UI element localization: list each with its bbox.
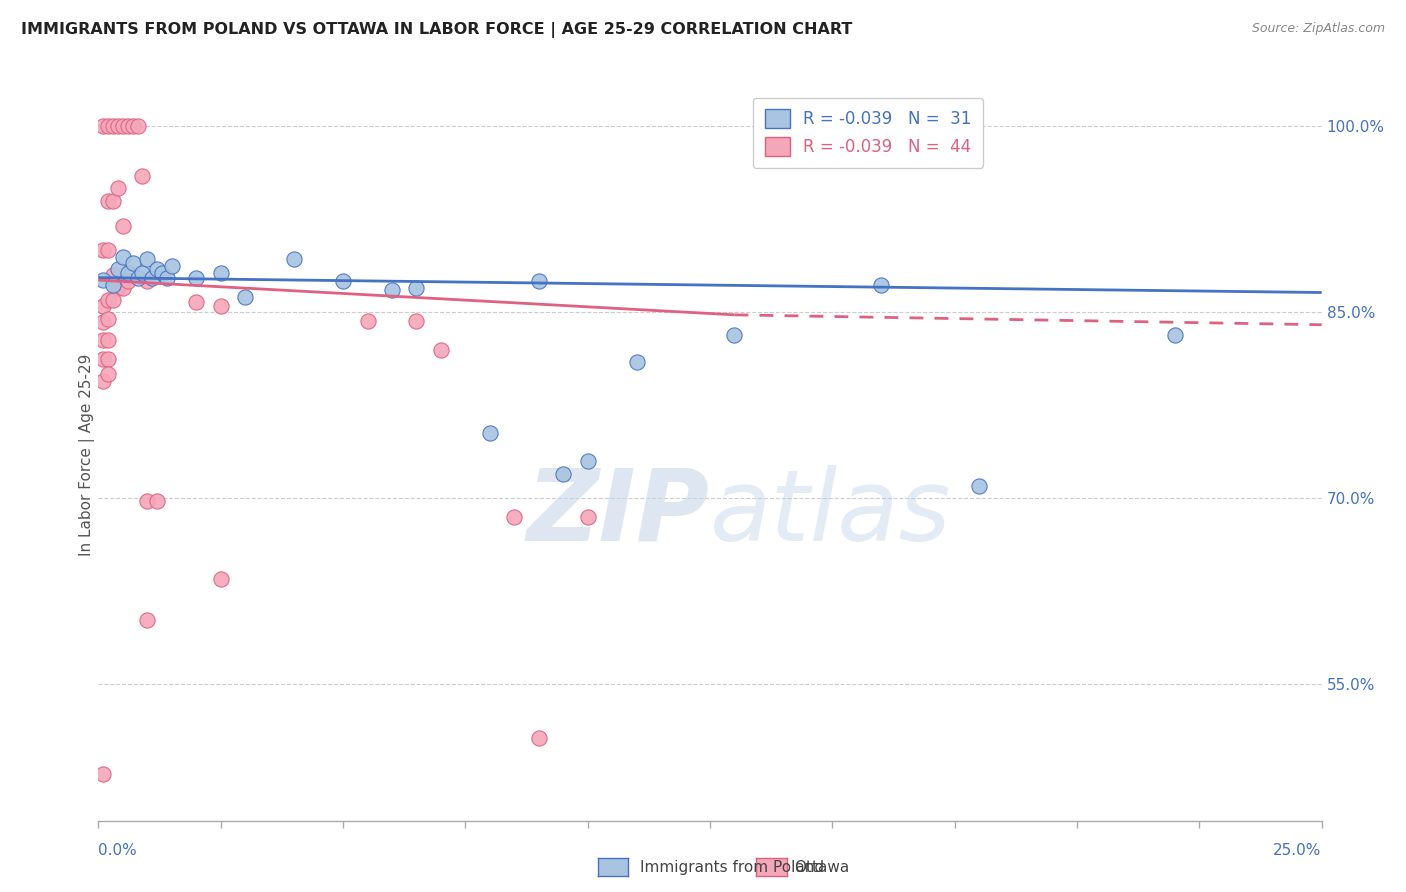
Point xyxy=(209,266,232,280)
Point xyxy=(503,509,526,524)
Point xyxy=(97,120,120,134)
Point xyxy=(553,467,575,481)
Point xyxy=(107,181,129,195)
Point xyxy=(101,293,124,307)
Point xyxy=(576,509,599,524)
Point xyxy=(97,333,120,347)
Point xyxy=(136,252,159,266)
Point xyxy=(332,274,354,288)
Point xyxy=(156,270,179,285)
Point xyxy=(233,290,256,304)
Point xyxy=(121,120,143,134)
Point xyxy=(97,368,120,382)
Point xyxy=(97,311,120,326)
Point xyxy=(107,262,129,277)
Point xyxy=(91,333,114,347)
Text: Source: ZipAtlas.com: Source: ZipAtlas.com xyxy=(1251,22,1385,36)
Point xyxy=(150,266,173,280)
Point xyxy=(136,613,159,627)
Point xyxy=(430,343,453,357)
Point xyxy=(381,283,404,297)
Text: atlas: atlas xyxy=(710,465,952,562)
Point xyxy=(626,355,648,369)
Point xyxy=(141,270,163,285)
Point xyxy=(209,299,232,313)
Point xyxy=(97,194,120,208)
Text: Immigrants from Poland: Immigrants from Poland xyxy=(640,860,824,874)
Point xyxy=(127,120,149,134)
Text: 0.0%: 0.0% xyxy=(98,843,138,858)
Point xyxy=(91,120,114,134)
Point xyxy=(101,120,124,134)
Point xyxy=(405,280,427,294)
Point xyxy=(117,120,139,134)
Point xyxy=(136,274,159,288)
Text: ZIP: ZIP xyxy=(527,465,710,562)
Point xyxy=(91,299,114,313)
Point xyxy=(107,280,129,294)
Point xyxy=(101,194,124,208)
Point xyxy=(111,250,134,264)
Point xyxy=(107,120,129,134)
Point xyxy=(576,454,599,468)
Point xyxy=(527,274,550,288)
Point xyxy=(127,270,149,285)
Point xyxy=(97,293,120,307)
Point xyxy=(146,262,169,277)
Point xyxy=(91,273,114,287)
Point xyxy=(111,280,134,294)
Text: Ottawa: Ottawa xyxy=(794,860,849,874)
Point xyxy=(283,252,305,266)
Point xyxy=(91,315,114,329)
Point xyxy=(121,256,143,270)
Point xyxy=(97,244,120,258)
Point xyxy=(91,352,114,367)
Point xyxy=(870,278,893,293)
Point xyxy=(97,352,120,367)
Point xyxy=(101,268,124,282)
Point xyxy=(117,274,139,288)
Point xyxy=(723,327,745,342)
Point xyxy=(478,425,501,440)
Text: 25.0%: 25.0% xyxy=(1274,843,1322,858)
Text: IMMIGRANTS FROM POLAND VS OTTAWA IN LABOR FORCE | AGE 25-29 CORRELATION CHART: IMMIGRANTS FROM POLAND VS OTTAWA IN LABO… xyxy=(21,22,852,38)
Point xyxy=(186,270,208,285)
Point xyxy=(91,766,114,780)
Point xyxy=(405,314,427,328)
Point xyxy=(967,479,990,493)
Point xyxy=(101,278,124,293)
Point xyxy=(146,493,169,508)
Legend: R = -0.039   N =  31, R = -0.039   N =  44: R = -0.039 N = 31, R = -0.039 N = 44 xyxy=(754,97,983,168)
Point xyxy=(131,169,153,183)
Point xyxy=(111,120,134,134)
Y-axis label: In Labor Force | Age 25-29: In Labor Force | Age 25-29 xyxy=(79,354,96,556)
Point xyxy=(136,493,159,508)
Point xyxy=(91,374,114,388)
Point xyxy=(209,572,232,586)
Point xyxy=(91,244,114,258)
Point xyxy=(117,266,139,280)
Point xyxy=(356,314,378,328)
Point xyxy=(527,731,550,745)
Point xyxy=(160,260,183,274)
Point xyxy=(131,266,153,280)
Point xyxy=(111,219,134,233)
Point xyxy=(1164,327,1187,342)
Point xyxy=(186,295,208,310)
